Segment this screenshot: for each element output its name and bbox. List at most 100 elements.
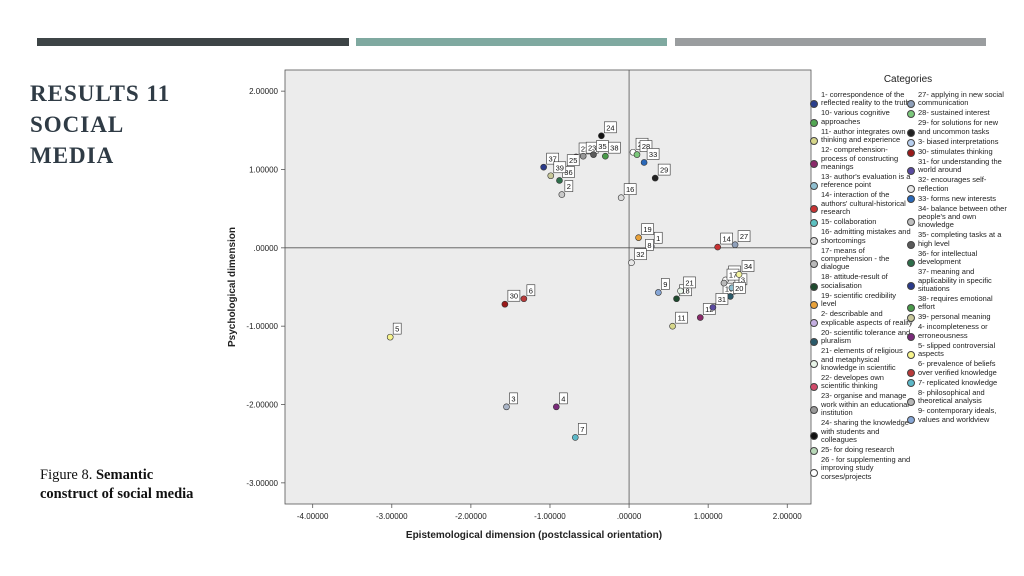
y-tick-label: 2.00000	[249, 87, 278, 96]
slide-title-line: MEDIA	[30, 143, 115, 168]
legend-column-left: 1- correspondence of the reflected reali…	[810, 90, 913, 483]
point-label-box	[645, 239, 654, 251]
data-point	[731, 241, 739, 248]
legend-label: 24- sharing the knowledge with students …	[821, 418, 909, 444]
point-label: 33	[649, 150, 657, 159]
point-label: 28	[642, 142, 650, 151]
legend-label: 26 - for supplementing and improving stu…	[821, 454, 911, 481]
data-point	[720, 279, 728, 287]
point-label-box	[564, 180, 574, 192]
legend-label: 33- forms new interests	[918, 193, 996, 203]
legend-item: 39- personal meaning	[907, 312, 1007, 323]
data-point	[558, 191, 566, 198]
legend-marker	[810, 100, 818, 109]
point-label-box	[634, 248, 647, 261]
point-label-box	[683, 276, 696, 289]
legend-label: 37- meaning and applicability in specifi…	[918, 267, 992, 294]
legend-label: 27- applying in new social communication	[918, 90, 1004, 108]
legend-item: 22- developes own scientific thinking	[810, 373, 913, 391]
legend-marker	[810, 360, 818, 369]
point-label-box	[623, 183, 637, 195]
legend-label: 28- sustained interest	[918, 108, 990, 118]
x-tick-label: 1.00000	[694, 512, 723, 521]
y-tick-label: .00000	[254, 244, 279, 253]
legend-marker	[907, 240, 915, 249]
legend-item: 21- elements of religious and metaphysic…	[810, 346, 913, 372]
legend-marker	[907, 128, 915, 137]
point-label: 35	[598, 142, 606, 151]
legend-title: Categories	[883, 74, 933, 85]
point-label: 20	[735, 284, 743, 293]
point-label: 39	[556, 163, 564, 172]
x-tick-label: -2.00000	[455, 512, 487, 521]
y-tick-label: -2.00000	[246, 401, 278, 410]
legend-item: 4- incompleteness or erroneousness	[907, 323, 1007, 341]
point-label: 7	[580, 425, 584, 434]
point-label-box	[641, 223, 654, 235]
point-label-box	[509, 392, 518, 405]
point-label: 16	[626, 185, 634, 194]
data-point	[602, 152, 609, 160]
slide-title-line: RESULTS 11	[30, 81, 171, 106]
legend-item: 36- for intellectual development	[907, 249, 1007, 267]
legend-label: 1- correspondence of the reflected reali…	[821, 90, 910, 108]
legend-label: 19- scientific credibility level	[821, 290, 897, 309]
data-point	[633, 151, 641, 158]
legend-marker	[907, 185, 915, 194]
legend-column-right: 27- applying in new social communication…	[907, 90, 1007, 426]
legend-item: 11- author integrates own thinking and e…	[810, 127, 913, 145]
legend-marker	[810, 182, 818, 191]
point-label: 12	[705, 305, 713, 314]
legend-label: 18- attitude-result of socialisation	[821, 272, 888, 290]
y-axis-label: Psychological dimension	[227, 227, 238, 347]
legend-marker	[907, 350, 915, 359]
point-label-box	[675, 311, 688, 324]
legend-label: 14- interaction of the authors' cultural…	[821, 190, 906, 217]
legend-item: 24- sharing the knowledge with students …	[810, 418, 913, 444]
legend-item: 26 - for supplementing and improving stu…	[810, 454, 913, 481]
legend-item: 7- replicated knowledge	[907, 378, 1007, 388]
legend-item: 12- comprehension-process of constructin…	[810, 146, 913, 171]
point-label-box	[646, 148, 660, 160]
legend-item: 14- interaction of the authors' cultural…	[810, 191, 913, 216]
x-tick-label: -4.00000	[297, 512, 329, 521]
legend-item: 1- correspondence of the reflected reali…	[810, 90, 913, 109]
legend-marker	[810, 446, 818, 455]
legend-label: 23- organise and manage work within an e…	[821, 391, 909, 418]
point-label: 30	[510, 292, 518, 301]
point-label: 19	[643, 225, 651, 234]
point-label: 2	[567, 182, 571, 191]
legend-marker	[907, 258, 915, 267]
data-point	[669, 322, 676, 330]
legend-item: 10- various cognitive approaches	[810, 109, 913, 127]
caption-prefix: Figure 8.	[40, 467, 96, 483]
caption-title: Semantic construct of social media	[40, 467, 194, 502]
legend-label: 25- for doing research	[821, 444, 895, 454]
legend-item: 32- encourages self-reflection	[907, 175, 1007, 194]
legend-label: 12- comprehension-process of constructin…	[821, 145, 899, 172]
point-label: 34	[744, 262, 752, 271]
data-point	[520, 295, 528, 303]
legend-label: 39- personal meaning	[918, 312, 991, 322]
legend-item: 34- balance between other people's and o…	[907, 204, 1007, 230]
legend-item: 27- applying in new social communication	[907, 90, 1007, 109]
legend-label: 13- author's evaluation is a reference p…	[821, 172, 911, 190]
point-label: 17	[729, 271, 737, 280]
data-point	[735, 271, 743, 278]
legend-marker	[810, 259, 818, 268]
legend-marker	[810, 432, 818, 441]
point-label: 22	[581, 144, 589, 153]
point-label-box	[553, 161, 567, 174]
slide-title-line: SOCIAL	[30, 112, 125, 137]
data-point	[655, 289, 662, 296]
legend-label: 3- biased interpretations	[918, 136, 999, 146]
legend-item: 5- slipped controversial aspects	[907, 341, 1007, 359]
data-point	[651, 174, 659, 182]
data-point	[709, 304, 717, 311]
legend-marker	[810, 159, 818, 168]
data-point	[501, 300, 509, 308]
legend-label: 30- stimulates thinking	[918, 146, 993, 156]
legend-item: 29- for solutions for new and uncommon t…	[907, 119, 1007, 137]
data-point	[727, 293, 734, 300]
